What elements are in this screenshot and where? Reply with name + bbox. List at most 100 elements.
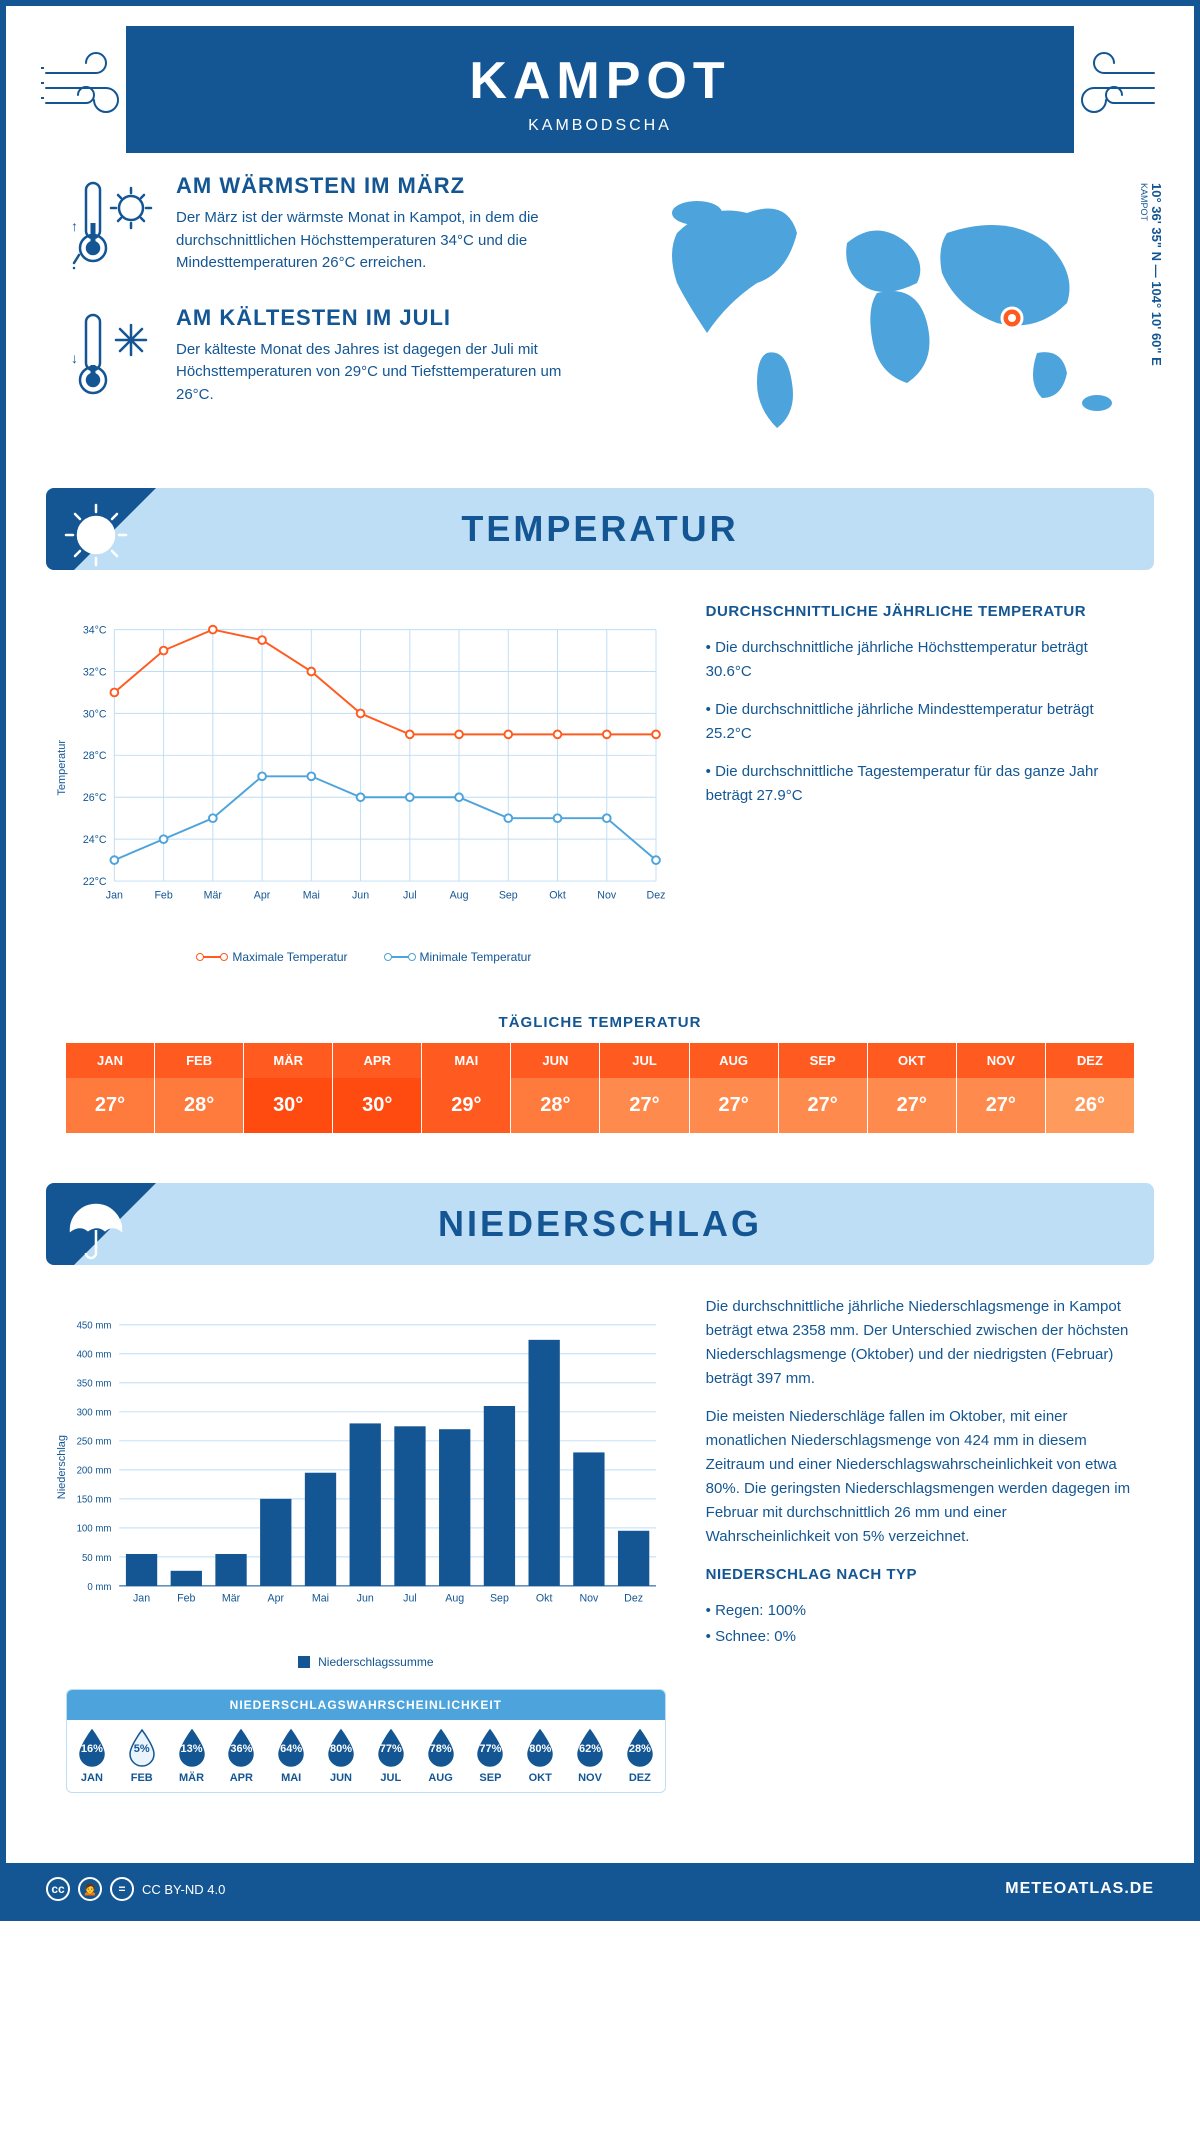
svg-text:Apr: Apr: [267, 1592, 284, 1604]
svg-text:350 mm: 350 mm: [77, 1379, 112, 1390]
temp-text-title: DURCHSCHNITTLICHE JÄHRLICHE TEMPERATUR: [706, 600, 1134, 624]
prob-cell: 28% DEZ: [615, 1720, 665, 1792]
world-map: [620, 173, 1134, 433]
by-icon: 🙍: [78, 1877, 102, 1901]
city-title: KAMPOT: [126, 51, 1074, 111]
temperature-section-head: TEMPERATUR: [46, 488, 1154, 570]
temp-table-cell: OKT27°: [867, 1043, 956, 1133]
license-icons: cc 🙍 = CC BY-ND 4.0: [46, 1877, 225, 1901]
raindrop-icon: 5%: [126, 1728, 158, 1768]
raindrop-icon: 80%: [325, 1728, 357, 1768]
raindrop-icon: 28%: [624, 1728, 656, 1768]
temperature-line-chart: 22°C24°C26°C28°C30°C32°C34°CJanFebMärApr…: [66, 600, 666, 930]
umbrella-icon: [61, 1195, 131, 1265]
svg-text:Jun: Jun: [357, 1592, 374, 1604]
temp-section-title: TEMPERATUR: [66, 508, 1134, 550]
temp-table-cell: JUL27°: [599, 1043, 688, 1133]
svg-text:28°C: 28°C: [83, 750, 107, 762]
wind-icon: [36, 33, 136, 133]
temp-table-cell: AUG27°: [689, 1043, 778, 1133]
svg-text:Jul: Jul: [403, 1592, 417, 1604]
precip-section-title: NIEDERSCHLAG: [66, 1203, 1134, 1245]
precip-type-bullet: • Schnee: 0%: [706, 1625, 1134, 1649]
prob-cell: 13% MÄR: [167, 1720, 217, 1792]
raindrop-icon: 78%: [425, 1728, 457, 1768]
prob-cell: 77% JUL: [366, 1720, 416, 1792]
coldest-block: ↓ AM KÄLTESTEN IM JULI Der kälteste Mona…: [66, 305, 580, 407]
svg-text:300 mm: 300 mm: [77, 1408, 112, 1419]
svg-text:↓: ↓: [71, 350, 78, 366]
prob-title: NIEDERSCHLAGSWAHRSCHEINLICHKEIT: [67, 1690, 665, 1720]
raindrop-icon: 13%: [176, 1728, 208, 1768]
precip-section-head: NIEDERSCHLAG: [46, 1183, 1154, 1265]
sun-icon: [61, 500, 131, 570]
svg-text:Jul: Jul: [403, 889, 417, 901]
svg-text:32°C: 32°C: [83, 666, 107, 678]
svg-text:Mär: Mär: [204, 889, 223, 901]
svg-text:Okt: Okt: [536, 1592, 553, 1604]
warmest-title: AM WÄRMSTEN IM MÄRZ: [176, 173, 580, 199]
svg-text:↑: ↑: [71, 218, 78, 234]
prob-cell: 16% JAN: [67, 1720, 117, 1792]
svg-text:Aug: Aug: [445, 1592, 464, 1604]
raindrop-icon: 62%: [574, 1728, 606, 1768]
prob-cell: 36% APR: [216, 1720, 266, 1792]
svg-text:24°C: 24°C: [83, 834, 107, 846]
svg-text:34°C: 34°C: [83, 624, 107, 636]
infographic-container: KAMPOT KAMBODSCHA ↑: [0, 0, 1200, 1921]
header-band: KAMPOT KAMBODSCHA: [126, 26, 1074, 153]
precip-legend: Niederschlagssumme: [66, 1655, 666, 1669]
coldest-text: Der kälteste Monat des Jahres ist dagege…: [176, 339, 580, 407]
prob-cell: 64% MAI: [266, 1720, 316, 1792]
precipitation-bar-chart: 0 mm50 mm100 mm150 mm200 mm250 mm300 mm3…: [66, 1295, 666, 1635]
warmest-block: ↑ AM WÄRMSTEN IM MÄRZ Der März ist der w…: [66, 173, 580, 275]
prob-cell: 77% SEP: [466, 1720, 516, 1792]
prob-cell: 80% OKT: [515, 1720, 565, 1792]
svg-text:Aug: Aug: [450, 889, 469, 901]
precip-y-label: Niederschlag: [56, 1435, 68, 1499]
prob-cell: 5% FEB: [117, 1720, 167, 1792]
svg-text:Jan: Jan: [106, 889, 123, 901]
svg-text:Feb: Feb: [154, 889, 172, 901]
wind-icon: [1064, 33, 1164, 133]
svg-text:Apr: Apr: [254, 889, 271, 901]
svg-text:400 mm: 400 mm: [77, 1350, 112, 1361]
svg-text:Feb: Feb: [177, 1592, 195, 1604]
license-text: CC BY-ND 4.0: [142, 1882, 225, 1897]
svg-text:150 mm: 150 mm: [77, 1495, 112, 1506]
raindrop-icon: 36%: [225, 1728, 257, 1768]
svg-text:50 mm: 50 mm: [82, 1553, 112, 1564]
nd-icon: =: [110, 1877, 134, 1901]
svg-text:Jun: Jun: [352, 889, 369, 901]
precip-type-bullet: • Regen: 100%: [706, 1599, 1134, 1623]
raindrop-icon: 77%: [375, 1728, 407, 1768]
footer-brand: METEOATLAS.DE: [1005, 1880, 1154, 1898]
temp-table-cell: MÄR30°: [243, 1043, 332, 1133]
svg-text:22°C: 22°C: [83, 876, 107, 888]
raindrop-icon: 64%: [275, 1728, 307, 1768]
temp-table-cell: SEP27°: [778, 1043, 867, 1133]
temp-content: Temperatur 22°C24°C26°C28°C30°C32°C34°CJ…: [6, 570, 1194, 994]
temp-table-cell: FEB28°: [154, 1043, 243, 1133]
svg-text:Dez: Dez: [624, 1592, 643, 1604]
temp-bullet: • Die durchschnittliche jährliche Mindes…: [706, 698, 1134, 746]
footer: cc 🙍 = CC BY-ND 4.0 METEOATLAS.DE: [6, 1863, 1194, 1915]
temp-table-cell: JAN27°: [66, 1043, 154, 1133]
svg-text:0 mm: 0 mm: [87, 1582, 111, 1593]
prob-cell: 80% JUN: [316, 1720, 366, 1792]
temp-table-cell: NOV27°: [956, 1043, 1045, 1133]
temp-legend: Maximale Temperatur Minimale Temperatur: [66, 950, 666, 964]
cc-icon: cc: [46, 1877, 70, 1901]
svg-text:450 mm: 450 mm: [77, 1321, 112, 1332]
intro-section: ↑ AM WÄRMSTEN IM MÄRZ Der März ist der w…: [6, 133, 1194, 468]
prob-cell: 62% NOV: [565, 1720, 615, 1792]
precip-type-title: NIEDERSCHLAG NACH TYP: [706, 1563, 1134, 1587]
coordinates: 10° 36' 35" N — 104° 10' 60" E KAMPOT: [1139, 183, 1164, 366]
svg-text:Nov: Nov: [597, 889, 617, 901]
raindrop-icon: 77%: [474, 1728, 506, 1768]
svg-text:Nov: Nov: [579, 1592, 599, 1604]
svg-text:26°C: 26°C: [83, 792, 107, 804]
svg-text:100 mm: 100 mm: [77, 1524, 112, 1535]
warmest-text: Der März ist der wärmste Monat in Kampot…: [176, 207, 580, 275]
probability-box: NIEDERSCHLAGSWAHRSCHEINLICHKEIT 16% JAN …: [66, 1689, 666, 1793]
